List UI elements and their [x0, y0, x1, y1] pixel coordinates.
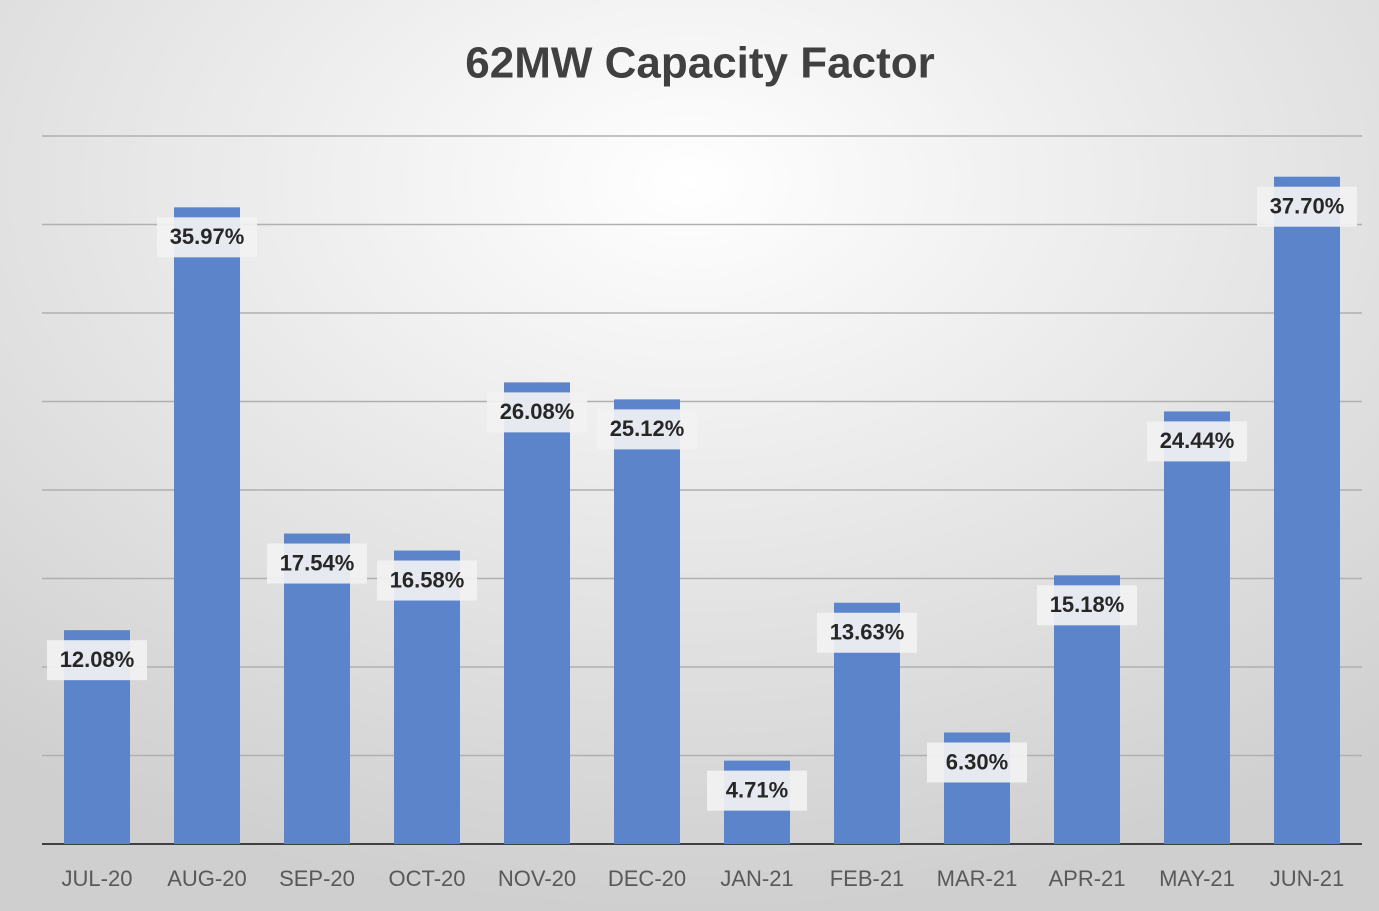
x-tick-label: MAR-21 [937, 866, 1018, 891]
value-label: 35.97% [170, 224, 245, 249]
value-label-box [487, 392, 587, 433]
value-label: 25.12% [610, 416, 685, 441]
value-label: 17.54% [280, 550, 355, 575]
value-label-box [1037, 585, 1137, 626]
value-label: 15.18% [1050, 592, 1125, 617]
bar [504, 382, 570, 844]
value-label: 6.30% [946, 749, 1008, 774]
bar [174, 207, 240, 844]
x-tick-label: JAN-21 [720, 866, 793, 891]
value-label: 26.08% [500, 399, 575, 424]
x-tick-label: JUL-20 [62, 866, 133, 891]
value-label-box [267, 543, 367, 584]
value-label: 12.08% [60, 647, 135, 672]
x-tick-label: JUN-21 [1270, 866, 1345, 891]
x-tick-label: FEB-21 [830, 866, 905, 891]
x-tick-label: APR-21 [1048, 866, 1125, 891]
value-label-box [1147, 421, 1247, 462]
bar [1274, 176, 1340, 844]
value-label: 4.71% [726, 777, 788, 802]
value-label-box [157, 217, 257, 258]
x-tick-label: DEC-20 [608, 866, 686, 891]
value-label-box [927, 742, 1027, 783]
value-label: 16.58% [390, 567, 465, 592]
bar [1164, 411, 1230, 844]
value-label: 24.44% [1160, 428, 1235, 453]
value-label: 13.63% [830, 620, 905, 645]
x-tick-label: NOV-20 [498, 866, 576, 891]
value-label-box [1257, 186, 1357, 227]
value-label-box [47, 640, 147, 681]
x-tick-label: MAY-21 [1159, 866, 1235, 891]
value-label-box [377, 560, 477, 601]
value-label-box [597, 409, 697, 450]
chart-title: 62MW Capacity Factor [465, 39, 934, 88]
x-tick-label: AUG-20 [167, 866, 246, 891]
x-tick-label: SEP-20 [279, 866, 355, 891]
value-label-box [817, 612, 917, 653]
bar [284, 533, 350, 844]
value-label-box [707, 770, 807, 811]
bar [614, 399, 680, 844]
value-label: 37.70% [1270, 194, 1345, 219]
x-tick-label: OCT-20 [388, 866, 465, 891]
